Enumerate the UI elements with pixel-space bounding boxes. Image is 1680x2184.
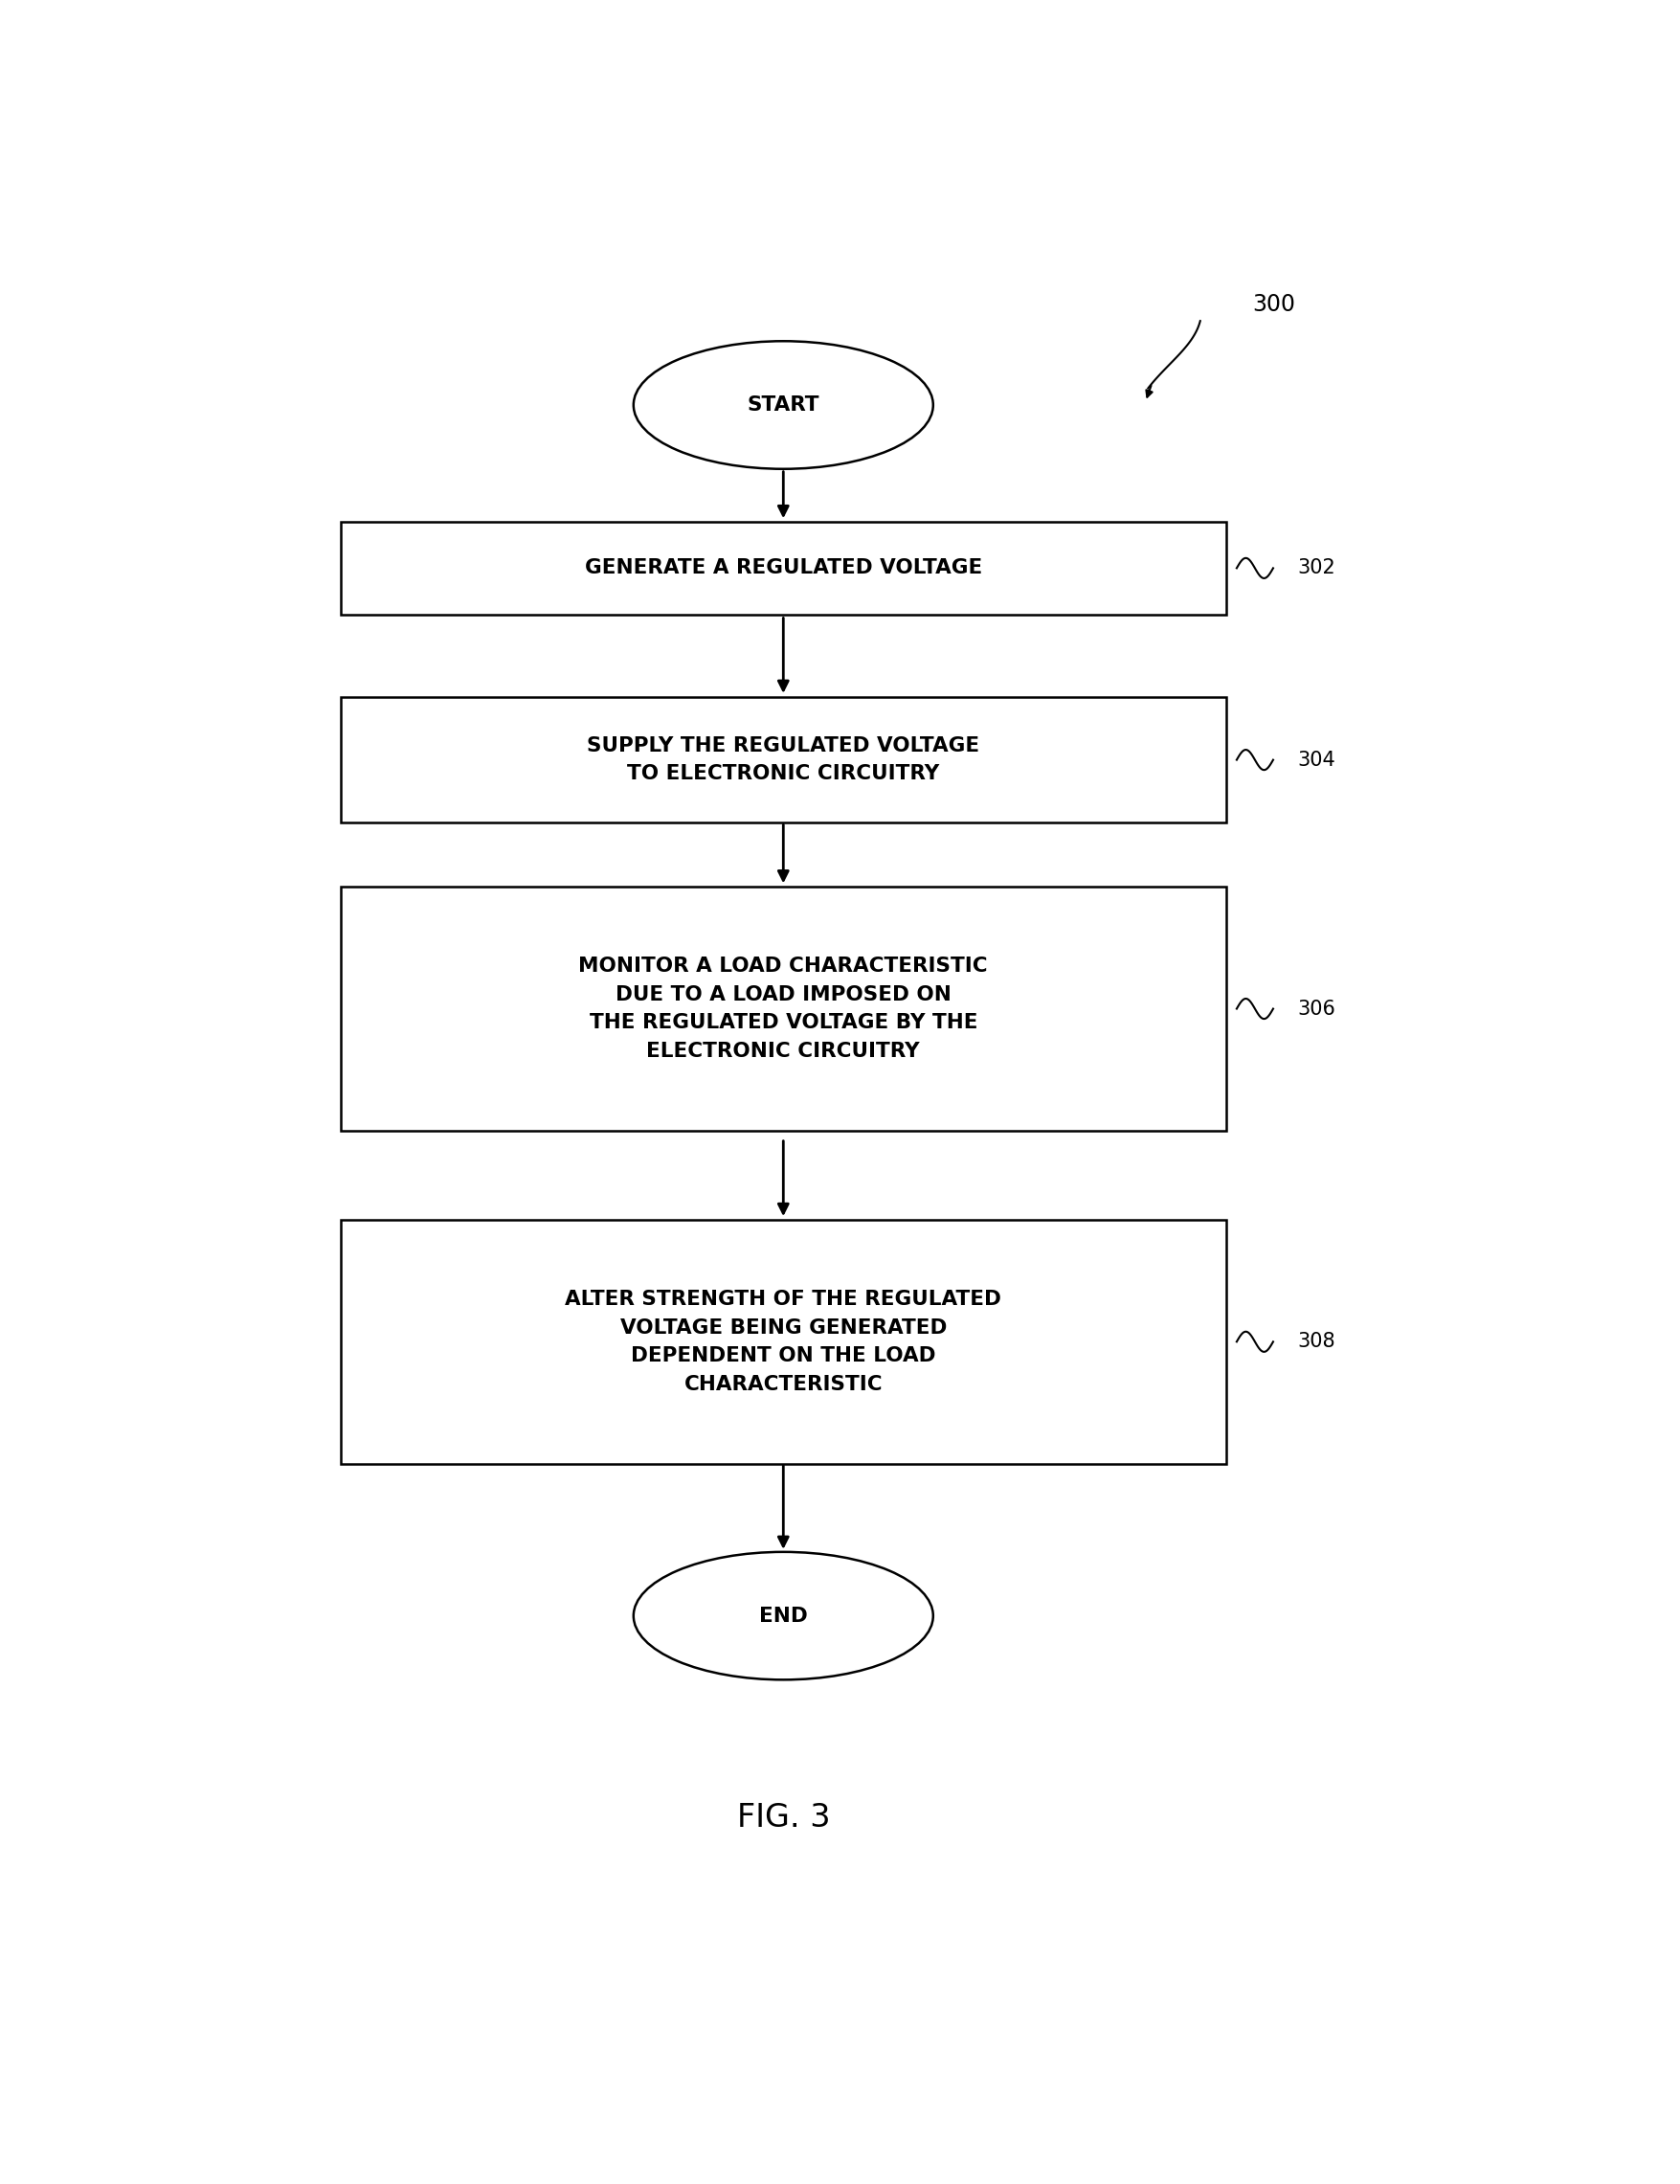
Text: GENERATE A REGULATED VOLTAGE: GENERATE A REGULATED VOLTAGE <box>585 559 981 579</box>
Text: 304: 304 <box>1297 751 1336 769</box>
Text: 306: 306 <box>1297 998 1336 1018</box>
Ellipse shape <box>633 1553 932 1679</box>
Text: END: END <box>759 1605 806 1625</box>
Text: 308: 308 <box>1297 1332 1336 1352</box>
Bar <box>339 522 1226 614</box>
Bar <box>339 1221 1226 1463</box>
Text: FIG. 3: FIG. 3 <box>736 1802 830 1832</box>
Text: MONITOR A LOAD CHARACTERISTIC
DUE TO A LOAD IMPOSED ON
THE REGULATED VOLTAGE BY : MONITOR A LOAD CHARACTERISTIC DUE TO A L… <box>578 957 988 1061</box>
Ellipse shape <box>633 341 932 470</box>
Text: 302: 302 <box>1297 559 1336 579</box>
Text: ALTER STRENGTH OF THE REGULATED
VOLTAGE BEING GENERATED
DEPENDENT ON THE LOAD
CH: ALTER STRENGTH OF THE REGULATED VOLTAGE … <box>564 1289 1001 1393</box>
Text: START: START <box>748 395 818 415</box>
Bar <box>339 887 1226 1131</box>
Text: 300: 300 <box>1252 293 1295 317</box>
Bar <box>339 697 1226 823</box>
Text: SUPPLY THE REGULATED VOLTAGE
TO ELECTRONIC CIRCUITRY: SUPPLY THE REGULATED VOLTAGE TO ELECTRON… <box>586 736 979 784</box>
